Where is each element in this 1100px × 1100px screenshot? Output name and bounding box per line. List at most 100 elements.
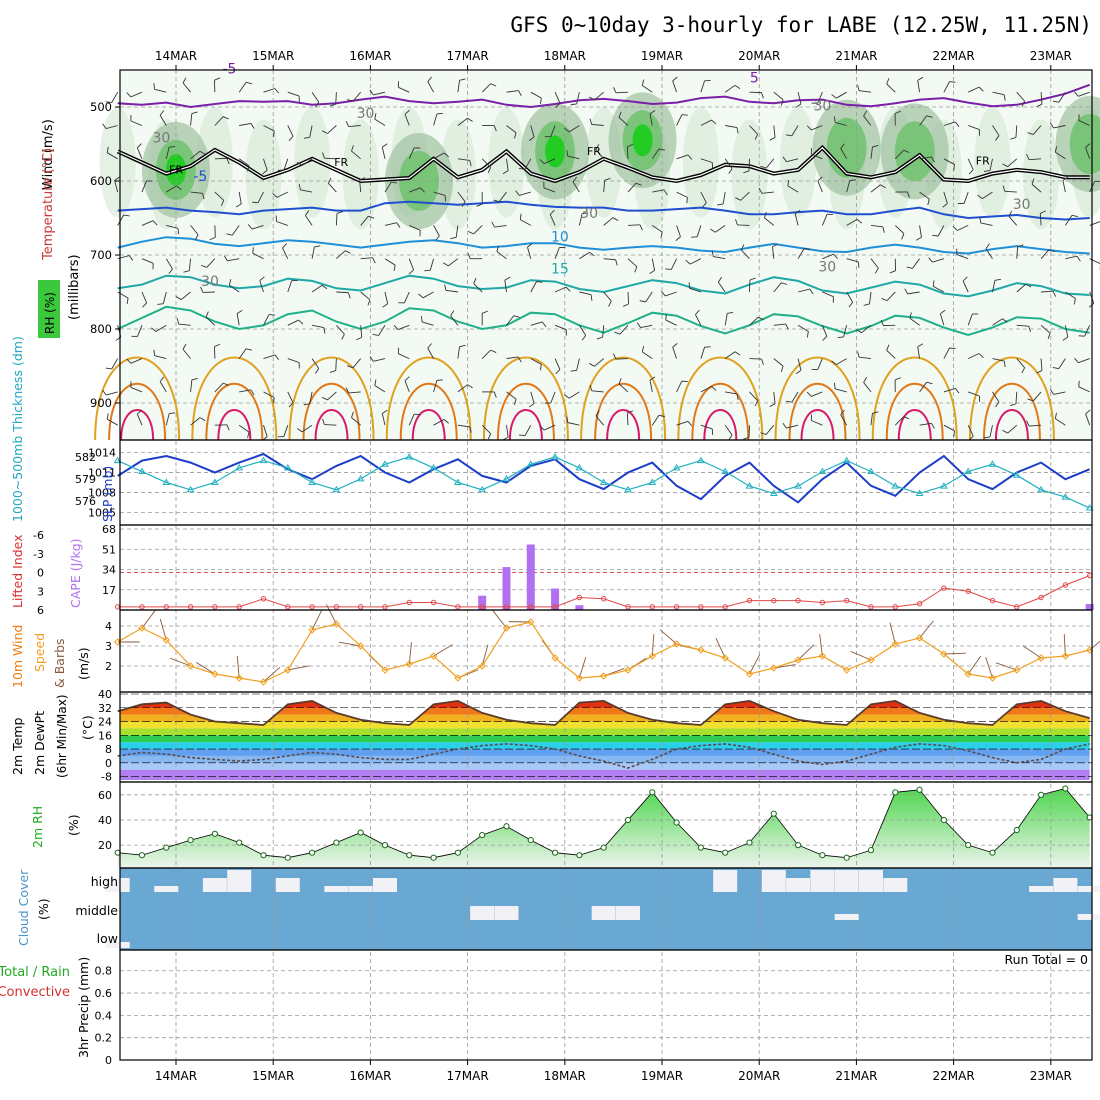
- wind-speed-marker: [162, 636, 170, 644]
- wind-barb: [433, 418, 445, 426]
- wind-barb: [166, 224, 179, 229]
- chart-title: GFS 0~10day 3-hourly for LABE (12.25W, 1…: [510, 13, 1092, 37]
- wind-barb-flag: [856, 219, 863, 224]
- surface-wind-barb: [578, 656, 587, 679]
- thickness-marker: [1012, 471, 1021, 478]
- thickness-marker: [429, 463, 438, 471]
- wind-barb: [786, 424, 799, 429]
- wind-barb: [214, 116, 224, 126]
- wind-speed-marker: [186, 662, 195, 670]
- wind-barb: [229, 284, 240, 293]
- cape-tick-label: 17: [102, 584, 116, 597]
- wind-barb: [554, 92, 561, 104]
- precip-axis-label: 3hr Precip (mm): [76, 957, 91, 1058]
- cloud-high-label: high: [91, 874, 118, 889]
- thickness-marker: [478, 485, 487, 493]
- wind-barb-flag: [487, 167, 492, 173]
- wind-barb: [117, 214, 125, 226]
- rh-marker: [965, 842, 972, 849]
- wind-barb-flag: [136, 143, 142, 149]
- wind-barb: [381, 147, 386, 159]
- wind-barb-flag: [595, 410, 600, 417]
- rh-marker: [551, 849, 559, 856]
- wind-barb: [457, 80, 460, 93]
- lifted-index-marker: [698, 604, 704, 610]
- wind-barb-flag: [1010, 137, 1017, 140]
- wind-barb-flag: [347, 365, 354, 369]
- wind-barb: [190, 225, 199, 236]
- cloud-unit-label: (%): [36, 898, 51, 920]
- wind-barb-flag: [840, 409, 845, 416]
- wind-barb-flag: [1054, 412, 1057, 419]
- wind-barb-flag: [886, 78, 890, 85]
- wind-barb: [724, 351, 736, 359]
- wind-barb-flag: [927, 199, 930, 206]
- wind-barb: [239, 389, 252, 393]
- wind-barb: [214, 382, 224, 393]
- wind-barb-flag: [315, 101, 320, 108]
- wind-barb-flag: [176, 318, 180, 325]
- wind-barb-flag: [157, 303, 164, 305]
- wind-barb-flag: [1026, 154, 1030, 160]
- wind-barb: [336, 324, 345, 335]
- cape-bar: [478, 595, 487, 610]
- wind-barb-flag: [863, 303, 870, 306]
- wind-barb: [404, 114, 410, 126]
- wind-barb-flag: [191, 111, 198, 114]
- li-tick-label: 6: [37, 604, 44, 617]
- contour-label: 30: [580, 206, 598, 222]
- temp-contour-20C: [117, 305, 1090, 336]
- wind-barb-flag: [223, 255, 228, 262]
- thickness-marker: [186, 485, 195, 493]
- wind-barb: [263, 88, 276, 93]
- wind-barb: [1040, 92, 1043, 105]
- wind-barb: [263, 314, 270, 326]
- wind-barb-flag: [760, 165, 767, 169]
- wind-barb: [962, 280, 969, 293]
- thickness-marker: [1037, 485, 1045, 493]
- temp-tick-label: 32: [98, 702, 112, 715]
- wind-barb: [594, 358, 604, 367]
- wind-barb-flag: [168, 268, 173, 275]
- slp-line: [117, 452, 1091, 504]
- wind-barb-flag: [298, 319, 304, 325]
- thickness-marker: [1085, 504, 1094, 511]
- thickness-marker: [210, 478, 219, 485]
- wind-barb: [627, 291, 630, 305]
- rh-marker: [673, 819, 680, 826]
- wind-barb: [676, 154, 689, 160]
- wind-barb: [817, 358, 823, 370]
- cloud-cell: [470, 906, 495, 920]
- wind-barb-flag: [459, 78, 466, 81]
- li-tick-label: 3: [37, 585, 44, 598]
- thickness-marker: [672, 463, 681, 471]
- wind-barb-flag: [236, 309, 243, 314]
- thickness-marker: [648, 478, 657, 485]
- lifted-index-line: [117, 575, 1090, 608]
- lifted-index-marker: [795, 597, 801, 604]
- wind-barb: [1078, 386, 1090, 393]
- wind-barb: [530, 281, 537, 293]
- wind-barb: [567, 422, 580, 426]
- wind-barb: [943, 121, 956, 126]
- cloud-cell: [615, 906, 640, 920]
- wind-barb: [154, 355, 167, 360]
- temp-band: [120, 762, 1090, 770]
- wind-barb-flag: [226, 424, 230, 431]
- wind-barb: [886, 291, 896, 301]
- rh-marker: [916, 786, 923, 793]
- wind-barb-flag: [675, 236, 681, 241]
- rh-marker: [187, 836, 194, 844]
- wind-speed-marker: [1061, 652, 1070, 660]
- wind-barb: [455, 225, 459, 238]
- wind-barb: [159, 381, 167, 393]
- thickness-marker: [624, 485, 632, 493]
- slp-tick-label: 1011: [88, 467, 116, 480]
- wind-barb: [427, 347, 434, 359]
- rh-band: [974, 107, 1011, 218]
- wind-barb: [651, 414, 660, 426]
- wind-barb: [554, 358, 561, 370]
- wind-barb-flag: [822, 336, 828, 341]
- wind-barb: [859, 356, 872, 360]
- wind-barb-flag: [736, 393, 739, 400]
